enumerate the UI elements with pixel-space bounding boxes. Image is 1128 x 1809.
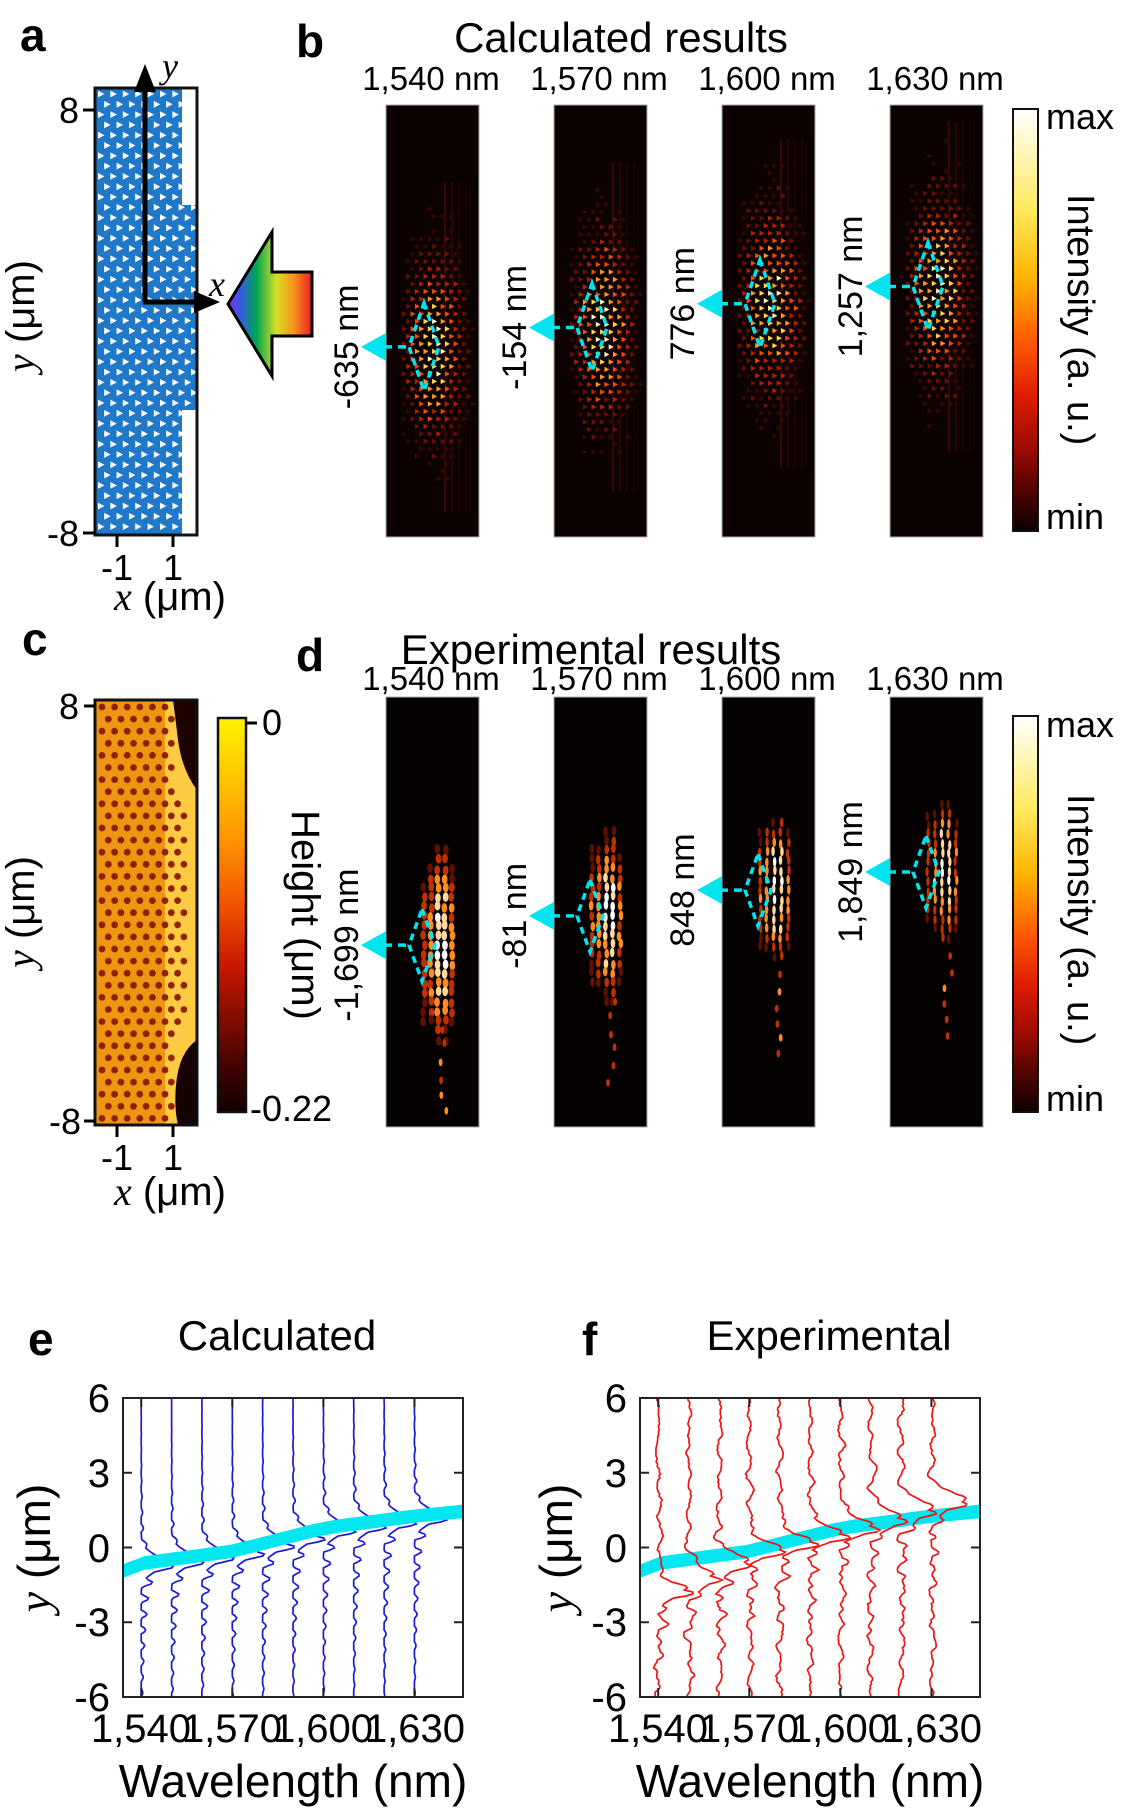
- d-wavelength-1: 1,570 nm: [530, 660, 668, 697]
- b-colorbar-min: min: [1046, 496, 1105, 537]
- f-ytick-m3: -3: [591, 1601, 627, 1645]
- a-xlabel: x (μm): [113, 574, 226, 619]
- a-ylabel: y (μm): [0, 260, 43, 376]
- d-colorbar-label: Intensity (a. u.): [1059, 794, 1101, 1046]
- c-colorbar: [216, 716, 248, 1114]
- d-colorbar-max: max: [1046, 704, 1115, 745]
- f-ylabel: y (μm): [530, 1484, 582, 1617]
- b-colorbar-label: Intensity (a. u.): [1059, 194, 1101, 446]
- d-wavelength-3: 1,630 nm: [866, 660, 1004, 697]
- c-xtick-left: -1: [101, 1137, 133, 1178]
- e-xtick-1570: 1,570: [182, 1707, 282, 1751]
- panel-b-label: b: [296, 15, 325, 67]
- x-axis-arrowhead: [194, 291, 220, 313]
- e-ytick-m6: -6: [74, 1676, 110, 1720]
- b-intensity-map-1570: -154 nm: [496, 104, 648, 538]
- f-xtick-1540: 1,540: [608, 1707, 708, 1751]
- f-ytick-6: 6: [605, 1377, 627, 1421]
- a-ytick-bottom: -8: [47, 513, 79, 554]
- afm-hole-lattice: [98, 703, 188, 1122]
- c-colorbar-bottom: -0.22: [250, 1088, 332, 1129]
- c-ylabel: y (μm): [0, 856, 43, 972]
- d-annotation-3: 1,849 nm: [832, 801, 870, 943]
- c-ytick-top: 8: [59, 686, 79, 727]
- c-colorbar-label: Height (μm): [283, 810, 327, 1020]
- e-ytick-m3: -3: [74, 1601, 110, 1645]
- a-xtick-left: -1: [101, 547, 133, 588]
- panel-c-afm: 8 -8 -1 1 x (μm) y (μm) 0 -0.22 Height (…: [0, 686, 332, 1214]
- d-intensity-map-1600: 848 nm: [664, 696, 816, 1128]
- panel-e-chart: 6 3 0 -3 -6 1,540 1,570 1,600 1,630 Wave…: [8, 1377, 468, 1807]
- panel-d-label: d: [296, 629, 325, 681]
- panel-a-schematic: y x 8 -8 -1 1 x (μm) y (μm): [0, 46, 314, 619]
- c-xtick-right: 1: [163, 1137, 183, 1178]
- panel-c-label: c: [22, 613, 48, 665]
- d-annotation-0: -1,699 nm: [328, 869, 366, 1022]
- triangle-lattice: [98, 90, 196, 530]
- e-ytick-0: 0: [88, 1527, 110, 1571]
- b-wavelength-3: 1,630 nm: [866, 60, 1004, 97]
- d-wavelength-0: 1,540 nm: [362, 660, 500, 697]
- f-xtick-1600: 1,600: [790, 1707, 890, 1751]
- d-wavelength-2: 1,600 nm: [698, 660, 836, 697]
- e-ytick-3: 3: [88, 1452, 110, 1496]
- panel-b-title: Calculated results: [454, 14, 788, 61]
- b-colorbar: [1012, 108, 1039, 532]
- a-ytick-top: 8: [59, 90, 79, 131]
- b-colorbar-max: max: [1046, 96, 1115, 137]
- afm-dark-region-bottom: [175, 1040, 197, 1125]
- b-wavelength-0: 1,540 nm: [362, 60, 500, 97]
- c-xlabel: x (μm): [113, 1169, 226, 1214]
- y-axis-arrowhead: [134, 64, 156, 92]
- f-xlabel: Wavelength (nm): [636, 1755, 985, 1807]
- d-colorbar: [1012, 715, 1039, 1113]
- d-intensity-map-1630: 1,849 nm: [832, 696, 984, 1128]
- e-xtick-1630: 1,630: [365, 1707, 465, 1751]
- f-ytick-0: 0: [605, 1527, 627, 1571]
- b-annotation-3: 1,257 nm: [832, 216, 870, 358]
- panel-f-label: f: [582, 1313, 598, 1365]
- e-ylabel: y (μm): [8, 1484, 60, 1617]
- e-xlabel: Wavelength (nm): [119, 1755, 468, 1807]
- afm-dark-region-top: [173, 700, 197, 790]
- panel-e-title: Calculated: [177, 1312, 377, 1359]
- b-intensity-map-1540: -635 nm: [328, 104, 480, 538]
- axis-letter-y: y: [159, 46, 178, 86]
- b-intensity-map-1630: 1,257 nm: [832, 104, 984, 538]
- panel-a-label: a: [20, 9, 46, 61]
- e-ytick-6: 6: [88, 1377, 110, 1421]
- c-colorbar-top: 0: [262, 702, 282, 743]
- f-ytick-m6: -6: [591, 1676, 627, 1720]
- rainbow-input-arrow: [226, 226, 314, 382]
- panel-e-label: e: [28, 1313, 54, 1365]
- b-annotation-2: 776 nm: [664, 247, 702, 360]
- b-intensity-map-1600: 776 nm: [664, 104, 816, 538]
- d-annotation-2: 848 nm: [664, 833, 702, 946]
- f-ytick-3: 3: [605, 1452, 627, 1496]
- waveguide-core: [182, 205, 196, 410]
- f-xtick-1630: 1,630: [882, 1707, 982, 1751]
- panel-f-chart: 6 3 0 -3 -6 1,540 1,570 1,600 1,630 Wave…: [530, 1377, 985, 1807]
- d-annotation-1: -81 nm: [496, 863, 534, 969]
- b-wavelength-1: 1,570 nm: [530, 60, 668, 97]
- c-ytick-bottom: -8: [49, 1101, 81, 1142]
- d-intensity-map-1570: -81 nm: [496, 696, 648, 1128]
- f-xtick-1570: 1,570: [699, 1707, 799, 1751]
- axis-letter-x: x: [208, 264, 225, 304]
- b-annotation-1: -154 nm: [496, 265, 534, 390]
- b-wavelength-2: 1,600 nm: [698, 60, 836, 97]
- e-xtick-1600: 1,600: [273, 1707, 373, 1751]
- d-colorbar-min: min: [1046, 1078, 1105, 1119]
- panel-d-title: Experimental results: [400, 626, 782, 673]
- e-xtick-1540: 1,540: [91, 1707, 191, 1751]
- b-annotation-0: -635 nm: [328, 285, 366, 410]
- panel-f-title: Experimental: [706, 1312, 952, 1359]
- a-xtick-right: 1: [163, 547, 183, 588]
- d-intensity-map-1540: -1,699 nm: [328, 696, 480, 1128]
